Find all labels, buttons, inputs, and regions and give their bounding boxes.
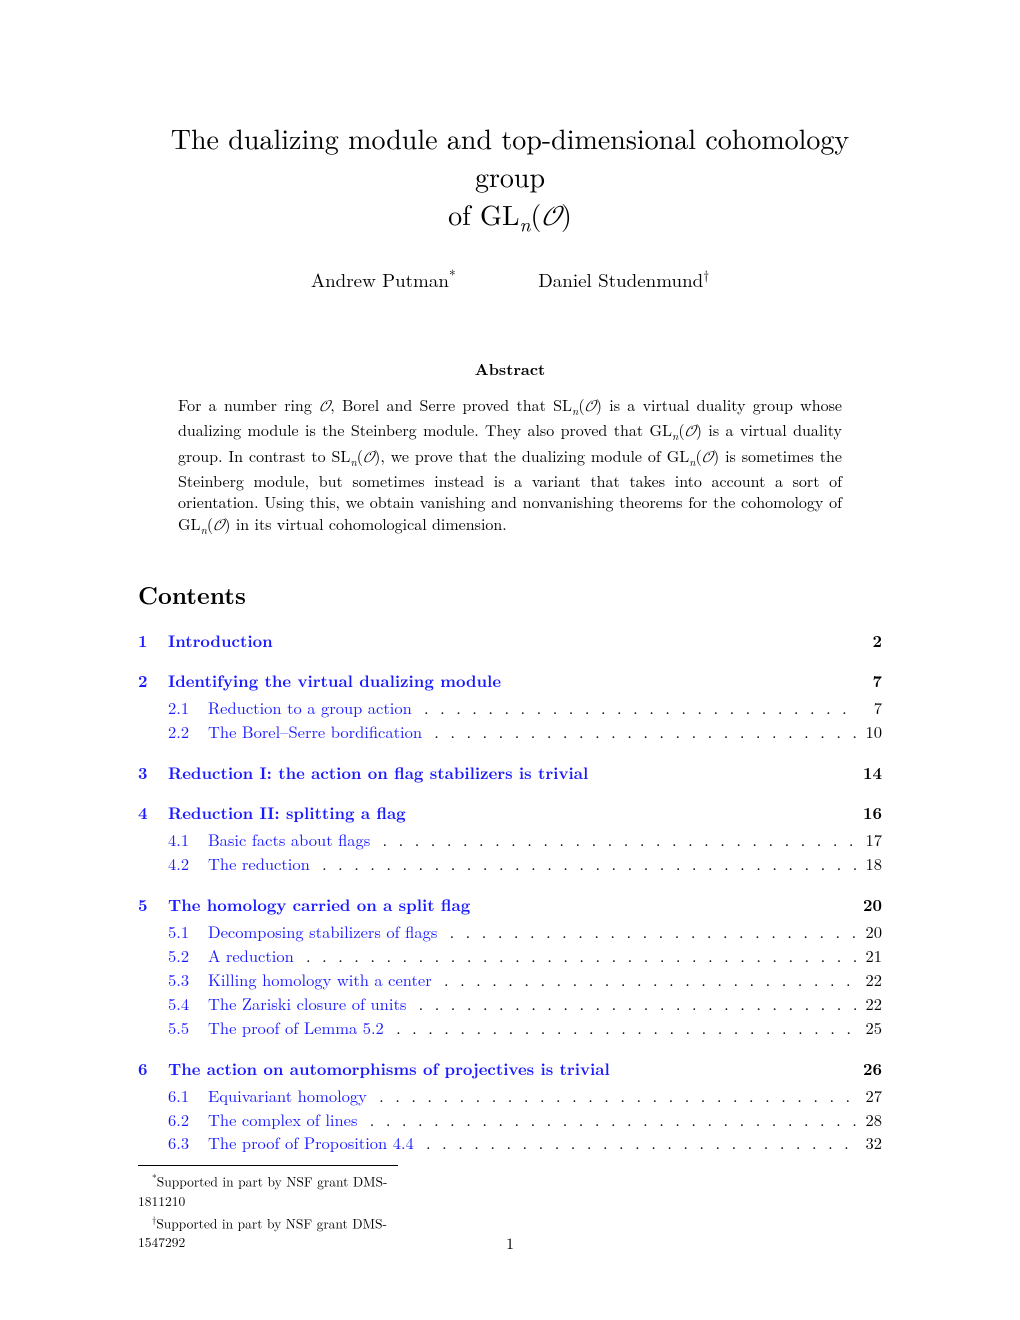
paper-title: The dualizing module and top-dimensional… [138,120,882,237]
toc-subsection-title: The Borel–Serre bordification [208,720,430,744]
toc-subsection-title: Equivariant homology [208,1084,375,1108]
toc-subsection[interactable]: 5.5The proof of Lemma 5.2 . . . . . . . … [168,1016,882,1040]
footnote-1: *Supported in part by NSF grant DMS-1811… [138,1170,398,1210]
toc-subsection[interactable]: 4.1Basic facts about flags . . . . . . .… [168,828,882,852]
toc-subsection-page: 10 [858,720,882,744]
toc-subsection-title: Decomposing stabilizers of flags [208,920,446,944]
toc-subsection-page: 28 [858,1108,882,1132]
toc-subsection-number: 6.1 [168,1084,208,1108]
toc-subsection-page: 20 [858,920,882,944]
toc-section-page: 20 [863,892,882,916]
toc-subsection-title: The reduction [208,852,318,876]
contents-heading: Contents [138,578,882,612]
toc-dot-leader: . . . . . . . . . . . . . . . . . . . . … [375,1084,858,1108]
toc-dot-leader: . . . . . . . . . . . . . . . . . . . . … [415,992,858,1016]
toc-subsection-page: 22 [858,992,882,1016]
toc-subsection-number: 5.2 [168,944,208,968]
toc-dot-leader: . . . . . . . . . . . . . . . . . . . . … [420,696,858,720]
toc-section-title: The action on automorphisms of projectiv… [168,1056,610,1080]
abstract-body: For a number ring 𝒪, Borel and Serre pro… [178,394,842,538]
toc-subsection[interactable]: 5.3Killing homology with a center . . . … [168,968,882,992]
toc-section[interactable]: 2Identifying the virtual dualizing modul… [138,668,882,692]
toc-dot-leader: . . . . . . . . . . . . . . . . . . . . … [440,968,858,992]
page-number: 1 [0,1231,1020,1254]
toc-section[interactable]: 1Introduction 2 [138,628,882,652]
author-1: Andrew Putman* [311,266,462,293]
author-2: Daniel Studenmund† [538,266,709,293]
toc-subsection[interactable]: 5.1Decomposing stabilizers of flags . . … [168,920,882,944]
toc-subsection-title: The proof of Lemma 5.2 [208,1016,392,1040]
toc-subsection-title: The Zariski closure of units [208,992,415,1016]
toc-section-number: 2 [138,668,168,692]
toc-section-title: Reduction II: splitting a flag [168,800,406,824]
toc-subsection[interactable]: 6.1Equivariant homology . . . . . . . . … [168,1084,882,1108]
toc-section-page: 26 [863,1056,882,1080]
toc-section-title: The homology carried on a split flag [168,892,470,916]
toc-section-title: Reduction I: the action on flag stabiliz… [168,760,588,784]
toc-dot-leader: . . . . . . . . . . . . . . . . . . . . … [318,852,858,876]
toc-section-number: 3 [138,760,168,784]
toc-dot-leader: . . . . . . . . . . . . . . . . . . . . … [430,720,858,744]
toc-subsection-number: 4.2 [168,852,208,876]
toc-section-number: 4 [138,800,168,824]
abstract-heading: Abstract [138,357,882,380]
toc-section[interactable]: 3Reduction I: the action on flag stabili… [138,760,882,784]
authors-block: Andrew Putman* Daniel Studenmund† [138,265,882,293]
toc-subsection-page: 32 [858,1131,882,1155]
toc-section-page: 2 [873,628,883,652]
toc-section[interactable]: 6The action on automorphisms of projecti… [138,1056,882,1080]
toc-section-title: Identifying the virtual dualizing module [168,668,501,692]
toc-subsection[interactable]: 5.2A reduction . . . . . . . . . . . . .… [168,944,882,968]
toc-subsection-title: Reduction to a group action [208,696,420,720]
toc-subsection-page: 18 [858,852,882,876]
toc-subsection-number: 5.5 [168,1016,208,1040]
toc-subsection[interactable]: 2.2The Borel–Serre bordification . . . .… [168,720,882,744]
toc-section[interactable]: 5The homology carried on a split flag 20 [138,892,882,916]
toc-subsection-page: 27 [858,1084,882,1108]
toc-subsection-number: 6.2 [168,1108,208,1132]
toc-subsection-number: 5.4 [168,992,208,1016]
toc-subsection-number: 2.2 [168,720,208,744]
title-line-1: The dualizing module and top-dimensional… [171,118,849,196]
toc-subsection-page: 25 [858,1016,882,1040]
toc-subsection-number: 6.3 [168,1131,208,1155]
toc-subsection-title: Killing homology with a center [208,968,440,992]
toc-subsection-number: 5.3 [168,968,208,992]
toc-subsection[interactable]: 6.3The proof of Proposition 4.4 . . . . … [168,1131,882,1155]
toc-section-number: 1 [138,628,168,652]
toc-subsection-page: 22 [858,968,882,992]
toc-subsection-number: 4.1 [168,828,208,852]
toc-subsection-title: Basic facts about flags [208,828,379,852]
toc-subsection[interactable]: 6.2The complex of lines . . . . . . . . … [168,1108,882,1132]
toc-subsection-title: A reduction [208,944,302,968]
toc-dot-leader: . . . . . . . . . . . . . . . . . . . . … [379,828,858,852]
toc-dot-leader: . . . . . . . . . . . . . . . . . . . . … [366,1108,858,1132]
toc-subsection[interactable]: 5.4The Zariski closure of units . . . . … [168,992,882,1016]
toc-section-number: 6 [138,1056,168,1080]
toc-dot-leader: . . . . . . . . . . . . . . . . . . . . … [446,920,858,944]
table-of-contents: 1Introduction22Identifying the virtual d… [138,628,882,1155]
toc-section-title: Introduction [168,628,273,652]
toc-section-number: 5 [138,892,168,916]
toc-subsection-page: 17 [858,828,882,852]
toc-subsection-title: The proof of Proposition 4.4 [208,1131,422,1155]
toc-subsection-number: 5.1 [168,920,208,944]
toc-section[interactable]: 4Reduction II: splitting a flag 16 [138,800,882,824]
toc-dot-leader: . . . . . . . . . . . . . . . . . . . . … [422,1131,858,1155]
title-line-2: of GLn(𝒪) [448,194,572,234]
toc-section-page: 16 [863,800,882,824]
toc-subsection-page: 21 [858,944,882,968]
toc-subsection-title: The complex of lines [208,1108,366,1132]
toc-section-page: 14 [863,760,882,784]
toc-section-page: 7 [873,668,883,692]
toc-dot-leader: . . . . . . . . . . . . . . . . . . . . … [392,1016,858,1040]
toc-subsection-page: 7 [858,696,882,720]
toc-subsection[interactable]: 4.2The reduction . . . . . . . . . . . .… [168,852,882,876]
toc-subsection[interactable]: 2.1Reduction to a group action . . . . .… [168,696,882,720]
toc-subsection-number: 2.1 [168,696,208,720]
paper-page: The dualizing module and top-dimensional… [0,0,1020,1320]
toc-dot-leader: . . . . . . . . . . . . . . . . . . . . … [302,944,858,968]
